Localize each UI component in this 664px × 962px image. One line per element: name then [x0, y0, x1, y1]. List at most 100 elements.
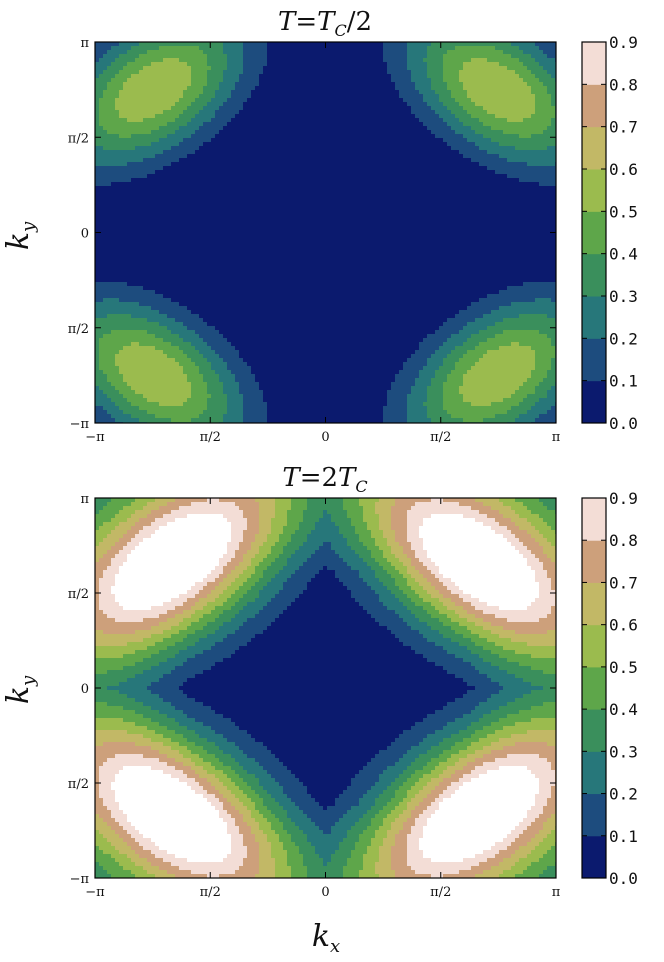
contour-cell: [247, 210, 252, 215]
contour-cell: [423, 54, 428, 59]
contour-cell: [447, 118, 452, 123]
contour-cell: [515, 146, 520, 151]
contour-cell: [307, 194, 312, 199]
contour-cell: [311, 126, 316, 131]
contour-cell: [519, 142, 524, 147]
contour-cell: [419, 174, 424, 179]
contour-cell: [263, 42, 268, 47]
contour-cell: [143, 94, 148, 99]
contour-cell: [467, 54, 472, 59]
contour-cell: [367, 90, 372, 95]
contour-cell: [335, 70, 340, 75]
contour-cell: [179, 142, 184, 147]
contour-cell: [359, 202, 364, 207]
contour-cell: [167, 142, 172, 147]
contour-cell: [319, 118, 324, 123]
contour-cell: [527, 82, 532, 87]
contour-cell: [515, 90, 520, 95]
contour-cell: [323, 126, 328, 131]
contour-cell: [295, 142, 300, 147]
contour-cell: [267, 70, 272, 75]
contour-cell: [139, 146, 144, 151]
contour-cell: [95, 202, 100, 207]
contour-cell: [415, 58, 420, 63]
contour-cell: [287, 70, 292, 75]
contour-cell: [495, 166, 500, 171]
contour-cell: [471, 42, 476, 47]
contour-cell: [263, 110, 268, 115]
contour-cell: [527, 142, 532, 147]
contour-cell: [227, 170, 232, 175]
contour-cell: [143, 134, 148, 139]
contour-cell: [355, 198, 360, 203]
contour-cell: [259, 158, 264, 163]
contour-cell: [303, 58, 308, 63]
contour-cell: [487, 66, 492, 71]
contour-cell: [315, 118, 320, 123]
contour-cell: [263, 202, 268, 207]
contour-cell: [291, 50, 296, 55]
contour-cell: [375, 118, 380, 123]
contour-cell: [227, 90, 232, 95]
contour-cell: [479, 106, 484, 111]
contour-cell: [347, 182, 352, 187]
contour-cell: [167, 162, 172, 167]
contour-cell: [151, 126, 156, 131]
contour-cell: [367, 142, 372, 147]
contour-cell: [495, 70, 500, 75]
contour-cell: [231, 170, 236, 175]
contour-cell: [351, 190, 356, 195]
contour-cell: [143, 42, 148, 47]
contour-cell: [271, 122, 276, 127]
contour-cell: [551, 86, 556, 91]
contour-cell: [207, 54, 212, 59]
contour-cell: [551, 210, 556, 215]
contour-cell: [459, 110, 464, 115]
contour-cell: [123, 86, 128, 91]
contour-cell: [127, 130, 132, 135]
contour-cell: [131, 186, 136, 191]
contour-cell: [127, 106, 132, 111]
contour-cell: [391, 202, 396, 207]
contour-cell: [99, 154, 104, 159]
contour-cell: [167, 54, 172, 59]
contour-cell: [119, 126, 124, 131]
contour-cell: [155, 66, 160, 71]
contour-cell: [483, 106, 488, 111]
contour-cell: [219, 110, 224, 115]
contour-cell: [231, 194, 236, 199]
contour-cell: [259, 54, 264, 59]
contour-cell: [95, 182, 100, 187]
contour-cell: [151, 206, 156, 211]
contour-cell: [111, 54, 116, 59]
contour-cell: [523, 198, 528, 203]
contour-cell: [367, 138, 372, 143]
contour-cell: [103, 62, 108, 67]
contour-cell: [343, 98, 348, 103]
contour-cell: [131, 82, 136, 87]
contour-cell: [107, 194, 112, 199]
contour-cell: [267, 66, 272, 71]
contour-cell: [215, 130, 220, 135]
contour-cell: [223, 206, 228, 211]
contour-cell: [255, 122, 260, 127]
contour-cell: [227, 162, 232, 167]
contour-cell: [359, 74, 364, 79]
contour-cell: [215, 74, 220, 79]
contour-cell: [359, 162, 364, 167]
contour-cell: [291, 98, 296, 103]
contour-cell: [491, 78, 496, 83]
contour-cell: [147, 182, 152, 187]
contour-cell: [171, 74, 176, 79]
contour-cell: [315, 210, 320, 215]
contour-cell: [303, 130, 308, 135]
contour-cell: [291, 178, 296, 183]
contour-cell: [119, 214, 124, 219]
contour-cell: [199, 182, 204, 187]
contour-cell: [467, 162, 472, 167]
contour-cell: [127, 182, 132, 187]
contour-cell: [331, 182, 336, 187]
contour-cell: [259, 78, 264, 83]
contour-cell: [351, 118, 356, 123]
contour-cell: [547, 194, 552, 199]
